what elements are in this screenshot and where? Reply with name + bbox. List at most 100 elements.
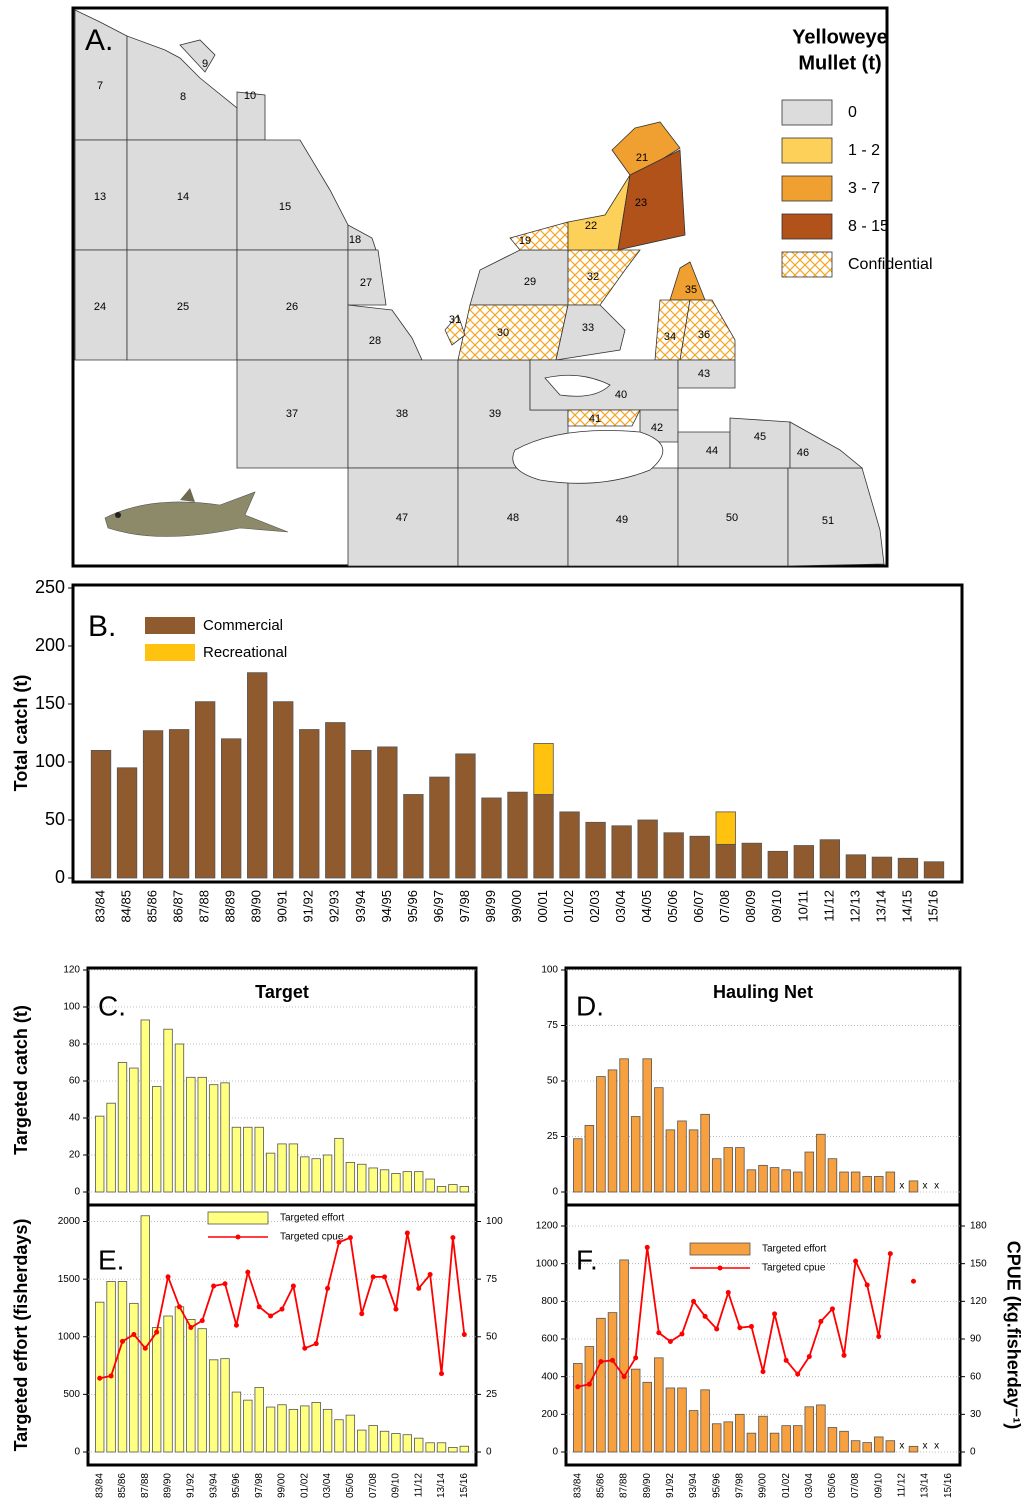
y-tick-label: 20 [69, 1150, 81, 1161]
bar [874, 1436, 884, 1453]
cpue-point [142, 1345, 148, 1351]
region [347, 304, 423, 361]
bar [596, 1076, 606, 1193]
legend-marker [235, 1234, 241, 1240]
map-panel [71, 6, 889, 568]
bar [850, 1440, 861, 1453]
bar [142, 730, 164, 879]
plot-frame [71, 583, 964, 884]
cpue-point [359, 1311, 365, 1317]
x-tick-label: 91/92 [665, 1473, 676, 1498]
bar [533, 794, 554, 879]
x-tick-label: 11/12 [821, 890, 836, 922]
x-tick-label: 13/14 [873, 890, 888, 923]
x-tick-label: 15/16 [459, 1473, 470, 1498]
y-tick-label: 50 [547, 1076, 559, 1087]
bar [197, 1076, 207, 1193]
cpue-point [108, 1373, 114, 1379]
bar [741, 842, 762, 879]
y2-tick-label: 60 [970, 1371, 982, 1382]
region [729, 417, 791, 469]
bar [700, 1113, 710, 1193]
bar [723, 1147, 734, 1193]
y2-tick-label: 90 [970, 1334, 982, 1345]
bar [254, 1126, 264, 1193]
x-tick-label: 03/04 [322, 1473, 333, 1498]
bar [827, 1427, 838, 1453]
bar [642, 1058, 652, 1193]
y-tick-label: 40 [69, 1113, 81, 1124]
bar [174, 1043, 185, 1193]
bar [194, 701, 216, 879]
bar [311, 1158, 321, 1193]
bar [334, 1137, 344, 1193]
bar [611, 825, 632, 879]
bar [357, 1163, 367, 1193]
legend-swatch [781, 251, 833, 278]
x-tick-label: 10/11 [795, 890, 810, 922]
bar [845, 854, 867, 879]
y2-tick-label: 180 [970, 1221, 987, 1232]
bar [391, 1173, 401, 1193]
cpue-point [748, 1323, 754, 1329]
chart-title: Hauling Net [713, 982, 813, 1002]
cpue-point [702, 1313, 708, 1319]
bar [402, 1171, 413, 1193]
island [544, 374, 611, 397]
region-label: 27 [360, 277, 372, 289]
y-tick-label: 1000 [58, 1331, 81, 1342]
region-label: 23 [635, 197, 647, 209]
bar [758, 1415, 768, 1453]
x-tick-label: 95/96 [405, 890, 420, 923]
legend-label: Recreational [203, 644, 287, 661]
x-tick-label: 84/85 [118, 890, 133, 923]
x-tick-label: 91/92 [185, 1473, 196, 1498]
bar [345, 1414, 356, 1453]
bar [885, 1440, 896, 1453]
y2-tick-label: 25 [486, 1389, 498, 1400]
island [512, 430, 664, 484]
bar [839, 1171, 849, 1193]
bar [140, 1019, 150, 1193]
cpue-point [165, 1274, 171, 1280]
cpue-line [577, 1247, 892, 1388]
y-axis-label: Targeted effort (fisherdays) [11, 1219, 31, 1452]
bar [151, 1327, 162, 1453]
y-tick-label: 150 [35, 693, 65, 713]
bar [792, 1171, 803, 1193]
cpue-point [302, 1345, 308, 1351]
cpue-point [131, 1331, 137, 1337]
fish [104, 488, 289, 537]
region [789, 421, 864, 469]
legend-swatch [781, 137, 833, 164]
value-label: x [934, 1441, 939, 1452]
region-label: 30 [497, 327, 509, 339]
bar [221, 738, 242, 879]
bar [459, 1186, 469, 1193]
region-label: 28 [369, 335, 381, 347]
legend-title: Yelloweye [792, 26, 888, 48]
region-label: 38 [396, 408, 408, 420]
bar [277, 1404, 287, 1453]
bar [129, 1302, 139, 1453]
y-tick-label: 1500 [58, 1274, 81, 1285]
legend-label: 8 - 15 [848, 218, 889, 235]
bar [793, 845, 814, 879]
bar [231, 1126, 242, 1193]
bar [715, 843, 736, 879]
cpue-point [806, 1354, 812, 1360]
legend-label: 1 - 2 [848, 142, 880, 159]
bar [654, 1357, 664, 1453]
cpue-point [795, 1371, 801, 1377]
y-tick-label: 2000 [58, 1216, 81, 1227]
x-tick-label: 00/01 [535, 890, 550, 923]
bar [151, 1086, 162, 1193]
bar [481, 797, 502, 879]
bar [874, 1176, 884, 1193]
region-label: 44 [706, 445, 718, 457]
bar [908, 1180, 919, 1193]
bar [357, 1429, 367, 1453]
region-label: 31 [449, 314, 461, 326]
bar [850, 1171, 861, 1193]
cpue-point [450, 1235, 456, 1241]
